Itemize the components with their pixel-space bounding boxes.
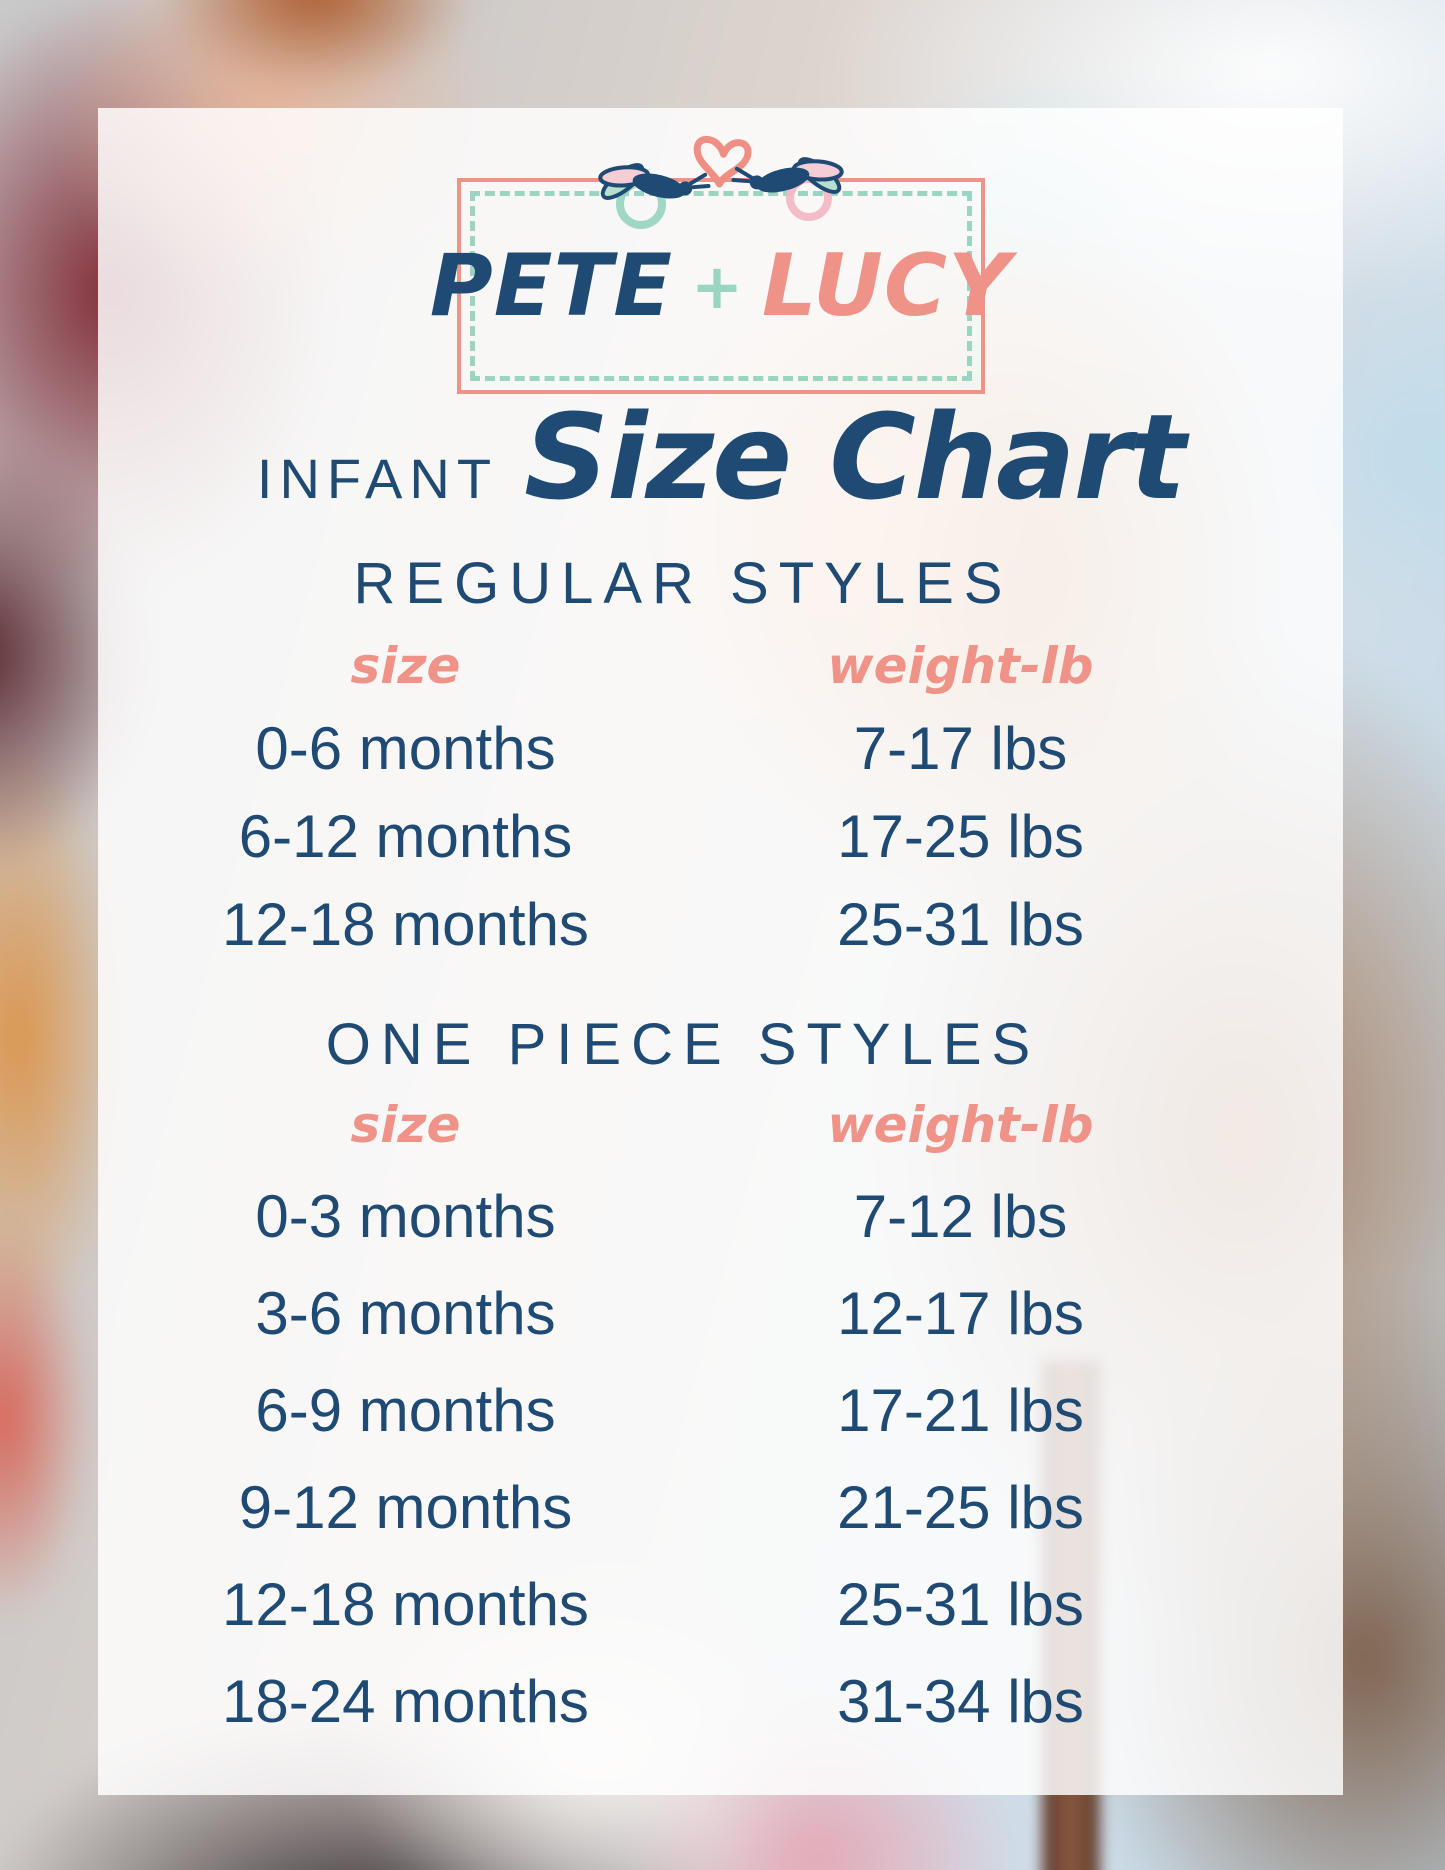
table-row: 0-6 months 7-17 lbs	[128, 714, 1238, 783]
table-row: 6-12 months 17-25 lbs	[128, 802, 1238, 871]
regular-styles-section: REGULAR STYLES size weight-lb 0-6 months…	[128, 550, 1238, 959]
fireflies-logo-icon	[597, 135, 844, 229]
dashed-border	[469, 191, 972, 381]
page-title: INFANT Size Chart	[98, 398, 1343, 516]
weight-cell: 7-17 lbs	[853, 715, 1068, 782]
firefly-right-icon	[731, 157, 844, 194]
size-cell: 6-9 months	[255, 1377, 556, 1444]
weight-cell: 21-25 lbs	[837, 1474, 1084, 1541]
weight-cell: 31-34 lbs	[837, 1668, 1084, 1735]
brand-name-lucy: LUCY	[761, 236, 1012, 336]
brand-name-pete: PETE	[429, 236, 673, 336]
column-headers: size weight-lb	[128, 637, 1238, 695]
translucent-panel	[98, 108, 1343, 1795]
table-row: 9-12 months 21-25 lbs	[128, 1473, 1238, 1542]
brand-plus-sign: +	[690, 249, 744, 323]
weight-cell: 7-12 lbs	[853, 1183, 1068, 1250]
title-main: Size Chart	[524, 388, 1186, 526]
brand-wordmark: PETE + LUCY	[430, 236, 1011, 336]
size-column-header: size	[350, 637, 461, 695]
table-row: 12-18 months 25-31 lbs	[128, 890, 1238, 959]
weight-cell: 17-25 lbs	[837, 803, 1084, 870]
title-prefix: INFANT	[256, 447, 499, 510]
table-row: 18-24 months 31-34 lbs	[128, 1667, 1238, 1736]
firefly-left-icon	[597, 163, 710, 200]
size-cell: 6-12 months	[238, 803, 573, 870]
size-cell: 12-18 months	[222, 891, 589, 958]
section-heading-regular: REGULAR STYLES	[353, 551, 1013, 616]
section-heading-one-piece: ONE PIECE STYLES	[325, 1012, 1041, 1077]
weight-cell: 25-31 lbs	[837, 891, 1084, 958]
table-row: 3-6 months 12-17 lbs	[128, 1279, 1238, 1348]
size-cell: 0-6 months	[255, 715, 556, 782]
weight-cell: 17-21 lbs	[837, 1377, 1084, 1444]
table-row: 6-9 months 17-21 lbs	[128, 1376, 1238, 1445]
size-cell: 12-18 months	[222, 1571, 589, 1638]
table-row: 0-3 months 7-12 lbs	[128, 1182, 1238, 1251]
size-column-header: size	[350, 1096, 461, 1154]
size-cell: 9-12 months	[238, 1474, 573, 1541]
chart-content: PETE + LUCY INFANT Size Chart REGULAR ST…	[98, 108, 1343, 1795]
one-piece-styles-section: ONE PIECE STYLES size weight-lb 0-3 mont…	[128, 1011, 1238, 1736]
size-cell: 0-3 months	[255, 1183, 556, 1250]
heart-icon	[693, 135, 752, 188]
column-headers: size weight-lb	[128, 1096, 1238, 1154]
weight-column-header: weight-lb	[827, 1096, 1094, 1154]
size-cell: 3-6 months	[255, 1280, 556, 1347]
weight-cell: 25-31 lbs	[837, 1571, 1084, 1638]
table-row: 12-18 months 25-31 lbs	[128, 1570, 1238, 1639]
weight-column-header: weight-lb	[827, 637, 1094, 695]
brand-logo-frame: PETE + LUCY	[430, 135, 1010, 394]
weight-cell: 12-17 lbs	[837, 1280, 1084, 1347]
size-cell: 18-24 months	[222, 1668, 589, 1735]
